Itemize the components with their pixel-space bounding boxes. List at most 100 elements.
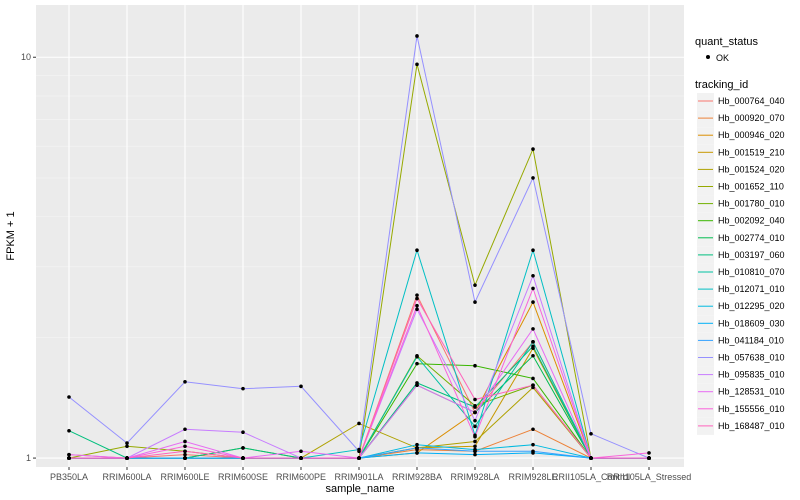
legend-label: Hb_057638_010 [718,353,785,363]
y-axis: 1 10 [21,52,36,463]
legend-item: Hb_000946_020 [697,127,785,145]
data-point [299,449,303,454]
legend-label: Hb_001519_210 [718,147,785,157]
x-tick-label: RRIM600SE [218,472,268,482]
legend-label: Hb_095835_010 [718,370,785,380]
x-tick-label: RRIM928LA [450,472,499,482]
data-point [125,444,129,449]
data-point [473,452,477,457]
data-point [183,379,187,384]
data-point [415,307,419,312]
data-point [473,418,477,423]
data-point [531,147,535,151]
legend-label: Hb_168487_010 [718,421,785,431]
data-point [415,361,419,366]
data-point [241,456,245,460]
x-axis-title: sample_name [325,483,394,495]
data-point [415,303,419,308]
series-points [67,34,651,460]
legend-item: Hb_001780_010 [697,195,785,213]
x-tick-label: RRIM600LE [160,472,209,482]
legend-items: Hb_000764_040 Hb_000920_070 Hb_000946_020 H… [697,93,785,435]
data-point [531,300,535,304]
data-point [473,405,477,409]
data-point [241,446,245,450]
legend-item: Hb_002092_040 [697,212,785,230]
data-point [647,451,651,455]
data-point [183,449,187,454]
legend-item: Hb_095835_010 [697,366,785,384]
legend-label: Hb_002774_010 [718,233,785,243]
data-point [67,395,71,399]
legend-label: Hb_002092_040 [718,216,785,226]
data-point [531,340,535,344]
legend-label: Hb_001652_110 [718,182,784,192]
legend-item: Hb_000764_040 [697,93,785,110]
legend-label: Hb_000764_040 [718,96,785,106]
data-point [415,34,419,38]
legend-item: Hb_001519_210 [697,144,785,162]
data-point [415,293,419,297]
x-tick-label: RRII105LA_Control [552,472,630,482]
data-point [415,62,419,67]
data-point [531,442,535,447]
legend: quant_status OK tracking_id Hb_000764_04… [695,36,785,435]
data-point [357,456,361,460]
x-tick-label: RRIM901LA [334,472,383,482]
legend-item: Hb_168487_010 [697,417,785,435]
legend-ok-label: OK [716,53,729,63]
legend-item: Hb_010810_070 [697,264,785,281]
data-point [67,456,71,460]
legend-label: Hb_010810_070 [718,267,785,277]
data-point [531,427,535,432]
legend-item: Hb_018609_030 [697,315,785,333]
data-point [473,363,477,368]
data-point [531,344,535,349]
data-point [473,397,477,402]
y-tick-label: 10 [21,52,31,62]
data-point [473,449,477,454]
data-point [299,384,303,389]
data-point [125,441,129,445]
data-point [183,427,187,432]
data-point [357,449,361,454]
legend-item: Hb_128531_010 [697,383,785,401]
legend-label: Hb_041184_010 [718,335,784,345]
legend-label: Hb_018609_030 [718,318,785,328]
data-point [415,451,419,455]
data-point [357,421,361,426]
data-point [473,283,477,287]
data-point [415,442,419,447]
data-point [473,424,477,429]
x-tick-label: RRIM928BA [392,472,442,482]
legend-item: Hb_041184_010 [697,332,784,350]
legend-item: Hb_155556_010 [697,400,785,418]
legend-label: Hb_001524_020 [718,164,785,174]
legend-item: Hb_012295_020 [697,298,785,316]
data-point [67,452,71,457]
data-point [531,248,535,253]
data-point [531,353,535,358]
data-point [473,434,477,439]
legend-tracking-title: tracking_id [695,79,748,91]
data-point [125,456,129,460]
plot-panel [36,5,684,467]
legend-label: Hb_128531_010 [718,387,785,397]
legend-label: Hb_012071_010 [718,284,785,294]
data-point [473,444,477,449]
data-point [241,386,245,391]
data-point [415,354,419,359]
x-tick-label: RRII105LA_Stressed [607,472,692,482]
legend-quant-title: quant_status [695,36,758,48]
x-axis: PB350LA RRIM600LA RRIM600LE RRIM600SE RRIM60… [50,467,691,482]
data-point [531,327,535,331]
data-point [415,296,419,301]
data-point [531,449,535,454]
data-point [531,273,535,278]
y-axis-title: FPKM + 1 [5,211,17,260]
data-point [589,456,593,460]
x-tick-label: RRIM600LA [102,472,151,482]
x-tick-label: RRIM600PE [276,472,326,482]
y-tick-label: 1 [26,453,31,463]
x-tick-label: RRIM928LE [508,472,557,482]
